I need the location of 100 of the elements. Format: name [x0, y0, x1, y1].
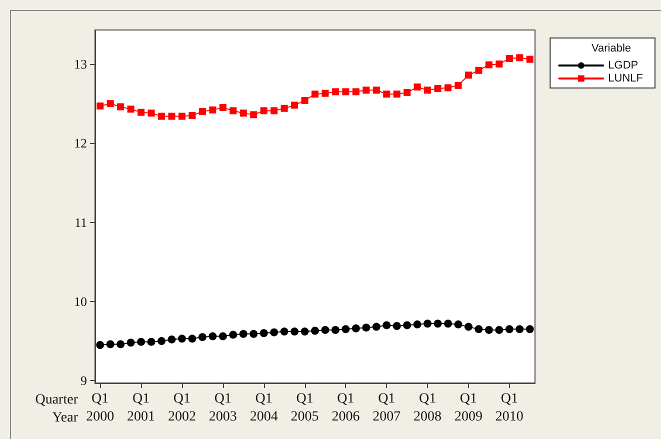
point [464, 322, 472, 331]
point [372, 322, 380, 331]
legend-label: LUNLF [608, 72, 644, 84]
point [393, 90, 400, 98]
point [250, 330, 258, 338]
point [414, 83, 421, 90]
point [126, 338, 135, 347]
point [290, 328, 299, 336]
point [403, 321, 412, 330]
point [198, 333, 206, 342]
point [332, 88, 339, 96]
point [178, 334, 186, 343]
point [218, 332, 227, 340]
point [342, 88, 350, 96]
point [322, 90, 329, 97]
point [280, 104, 288, 112]
point [270, 328, 278, 336]
point [280, 328, 288, 336]
point [96, 102, 104, 110]
point [188, 112, 196, 119]
point [424, 86, 432, 94]
x-tick-label: Q1 2000 [86, 392, 114, 424]
point [506, 54, 513, 62]
x-tick-label: Q1 2005 [290, 392, 319, 424]
point [127, 106, 134, 113]
x-tick-label: Q1 2008 [414, 392, 442, 424]
point [505, 325, 514, 334]
point [239, 330, 248, 338]
point [444, 84, 452, 92]
point [495, 326, 504, 334]
y-tick-label: 10 [74, 294, 87, 309]
point [484, 326, 493, 334]
legend-title: Variable [591, 42, 632, 54]
x-axis-title: Quarter Year [35, 392, 78, 426]
point [404, 89, 411, 96]
point [475, 66, 482, 74]
point [434, 85, 442, 92]
legend-label: LGDP [608, 60, 638, 72]
point [168, 335, 176, 344]
point [178, 112, 186, 120]
x-tick-label: Q1 2009 [454, 392, 482, 424]
point [240, 110, 247, 117]
x-tick-label: Q1 2006 [332, 392, 360, 424]
point [516, 54, 524, 62]
point [392, 322, 401, 330]
point [260, 329, 268, 338]
point [168, 112, 176, 120]
point [96, 341, 104, 350]
point [496, 60, 503, 68]
x-tick-label: Q1 2003 [208, 392, 237, 424]
point [352, 88, 360, 96]
point [413, 320, 422, 328]
point [106, 100, 114, 108]
point [117, 103, 124, 110]
point [291, 102, 298, 109]
point [362, 324, 370, 332]
point [526, 325, 534, 334]
point [260, 107, 268, 114]
y-tick-label: 9 [80, 373, 87, 388]
point [209, 106, 216, 114]
y-tick-label: 13 [74, 56, 87, 72]
point [516, 325, 524, 334]
point [208, 332, 217, 340]
point [464, 72, 472, 79]
point [454, 82, 462, 89]
point [116, 340, 125, 348]
point [526, 56, 534, 63]
point [321, 326, 330, 334]
point [219, 104, 226, 112]
point [106, 340, 114, 348]
y-tick-label: 11 [74, 214, 87, 230]
point [474, 325, 483, 334]
point [434, 320, 442, 328]
point [138, 108, 145, 116]
point [188, 334, 196, 343]
point [137, 338, 146, 346]
point [372, 86, 380, 94]
point [198, 108, 206, 116]
y-tick-label: 12 [74, 136, 87, 151]
x-tick-label: Q1 2002 [168, 392, 196, 424]
point [382, 321, 391, 330]
x-tick-label: Q1 2001 [127, 392, 156, 424]
point [454, 320, 462, 328]
point [342, 325, 350, 334]
x-tick-label: Q1 2007 [372, 392, 401, 424]
point [300, 328, 309, 336]
point [312, 90, 318, 98]
point [424, 320, 432, 328]
point [148, 110, 155, 117]
x-tick-label: Q1 2004 [250, 392, 278, 424]
point [331, 326, 340, 334]
point [301, 96, 308, 104]
point [383, 90, 390, 98]
point [311, 326, 319, 335]
point [444, 320, 452, 328]
x-tick-label: Q1 2010 [495, 392, 524, 424]
point [230, 107, 237, 114]
point [158, 112, 166, 120]
point [147, 338, 156, 346]
point [352, 324, 360, 332]
